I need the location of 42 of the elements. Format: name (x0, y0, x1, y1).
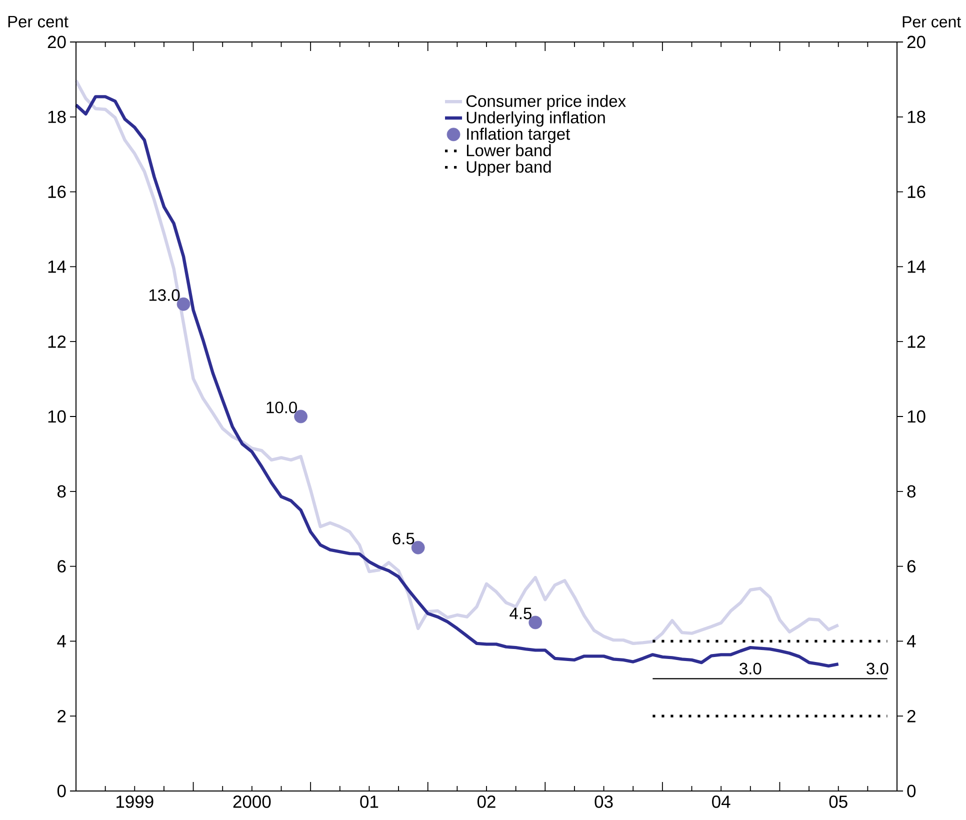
y2-tick-label: 14 (908, 260, 926, 273)
y2-tick-label: 10 (908, 410, 926, 423)
y2-tick-label: 8 (907, 485, 916, 498)
legend-label: Upper band (466, 160, 551, 176)
x-tick-label: 1999 (116, 796, 154, 808)
y2-tick-label: 18 (908, 110, 926, 124)
y-tick-label: 14 (48, 260, 66, 273)
y-tick-label: 2 (58, 710, 66, 722)
y-tick-label: 0 (57, 784, 66, 798)
annotation: 3.0 (740, 662, 762, 674)
y-axis-title: Per cent (8, 16, 68, 28)
y2-axis-title: Per cent (902, 16, 961, 28)
legend-label: Underlying inflation (466, 111, 605, 127)
y2-tick-label: 12 (908, 335, 926, 348)
legend-label: Inflation target (467, 128, 570, 144)
data-label: 10.0 (266, 402, 297, 414)
y-tick-label: 16 (48, 186, 66, 198)
x-tick-label: 01 (360, 796, 378, 808)
y2-tick-label: 0 (907, 784, 916, 798)
y2-tick-label: 6 (907, 560, 916, 572)
x-tick-label: 05 (829, 796, 848, 808)
y2-tick-label: 2 (907, 710, 916, 722)
data-label: 4.5 (510, 608, 532, 620)
y-tick-label: 8 (58, 485, 66, 498)
x-tick-label: 03 (594, 796, 613, 808)
y-tick-label: 10 (48, 410, 66, 423)
y2-tick-label: 4 (906, 635, 916, 648)
y2-tick-label: 16 (908, 186, 926, 198)
y-tick-label: 4 (57, 635, 66, 648)
legend-label: Consumer price index (466, 94, 626, 110)
x-tick-label: 02 (477, 796, 496, 808)
data-label: 6.5 (392, 532, 414, 544)
legend-label: Lower band (466, 144, 551, 156)
x-tick-label: 04 (712, 796, 730, 808)
y-tick-label: 12 (48, 335, 66, 348)
data-label: 13.0 (149, 289, 180, 301)
x-tick-label: 2000 (233, 796, 271, 808)
y2-tick-label: 20 (907, 36, 926, 48)
y-tick-label: 20 (48, 36, 66, 48)
y-tick-label: 6 (58, 560, 66, 572)
annotation: 3.0 (866, 662, 888, 674)
y-tick-label: 18 (48, 110, 66, 124)
